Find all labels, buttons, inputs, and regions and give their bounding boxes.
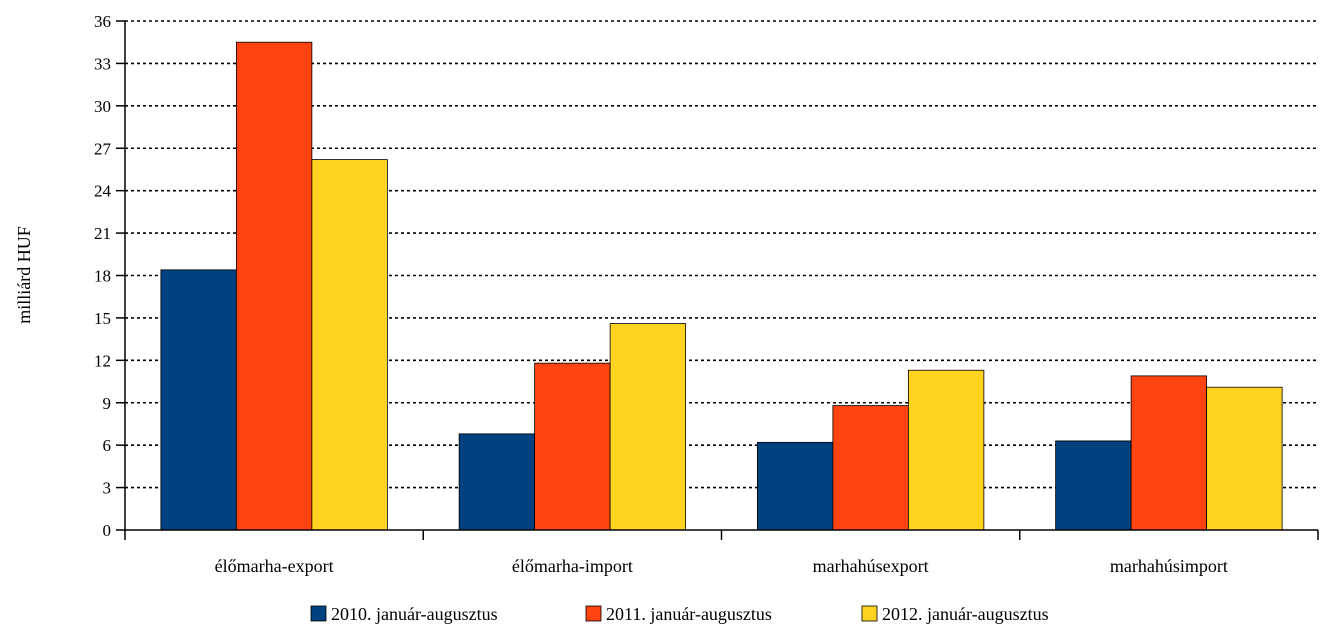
bar-1-1 xyxy=(160,269,237,531)
legend-swatch xyxy=(310,605,327,622)
y-tick-label: 30 xyxy=(94,97,111,116)
legend-swatch xyxy=(585,605,602,622)
x-category-label: élőmarha-export xyxy=(215,556,334,576)
y-tick-label: 9 xyxy=(103,394,112,413)
y-tick-label: 0 xyxy=(103,521,112,540)
y-tick-label: 12 xyxy=(94,351,111,370)
y-tick-label: 33 xyxy=(94,54,111,73)
y-tick-label: 36 xyxy=(94,12,111,31)
bar-2-2 xyxy=(534,362,611,531)
y-tick-label: 18 xyxy=(94,267,111,286)
x-axis-ticks xyxy=(124,530,1319,540)
bar-3-3 xyxy=(907,369,985,531)
legend-swatch xyxy=(861,605,878,622)
bar-2-1 xyxy=(235,41,313,531)
bar-1-2 xyxy=(458,433,536,531)
bars xyxy=(160,41,1283,531)
legend: 2010. január-augusztus 2011. január-augus… xyxy=(310,604,1049,624)
legend-label: 2012. január-augusztus xyxy=(882,604,1049,624)
y-tick-label: 27 xyxy=(94,139,112,158)
y-tick-label: 15 xyxy=(94,309,111,328)
legend-label: 2011. január-augusztus xyxy=(606,604,772,624)
x-category-label: marhahúsexport xyxy=(813,556,929,576)
bar-2-3 xyxy=(832,405,909,531)
y-tick-label: 21 xyxy=(94,224,111,243)
x-axis-labels: élőmarha-export élőmarha-import marhahúsex… xyxy=(215,556,1228,576)
x-category-label: marhahúsimport xyxy=(1110,556,1228,576)
legend-label: 2010. január-augusztus xyxy=(331,604,498,624)
bar-1-4 xyxy=(1055,440,1132,531)
bar-3-1 xyxy=(311,159,388,531)
y-tick-label: 24 xyxy=(94,182,112,201)
bar-1-3 xyxy=(756,441,834,531)
y-axis-title: milliárd HUF xyxy=(14,226,34,324)
bar-3-4 xyxy=(1206,386,1283,531)
bar-2-4 xyxy=(1130,375,1208,531)
y-tick-label: 6 xyxy=(103,436,112,455)
bar-3-2 xyxy=(609,323,687,531)
x-category-label: élőmarha-import xyxy=(512,556,633,576)
y-tick-label: 3 xyxy=(103,479,112,498)
